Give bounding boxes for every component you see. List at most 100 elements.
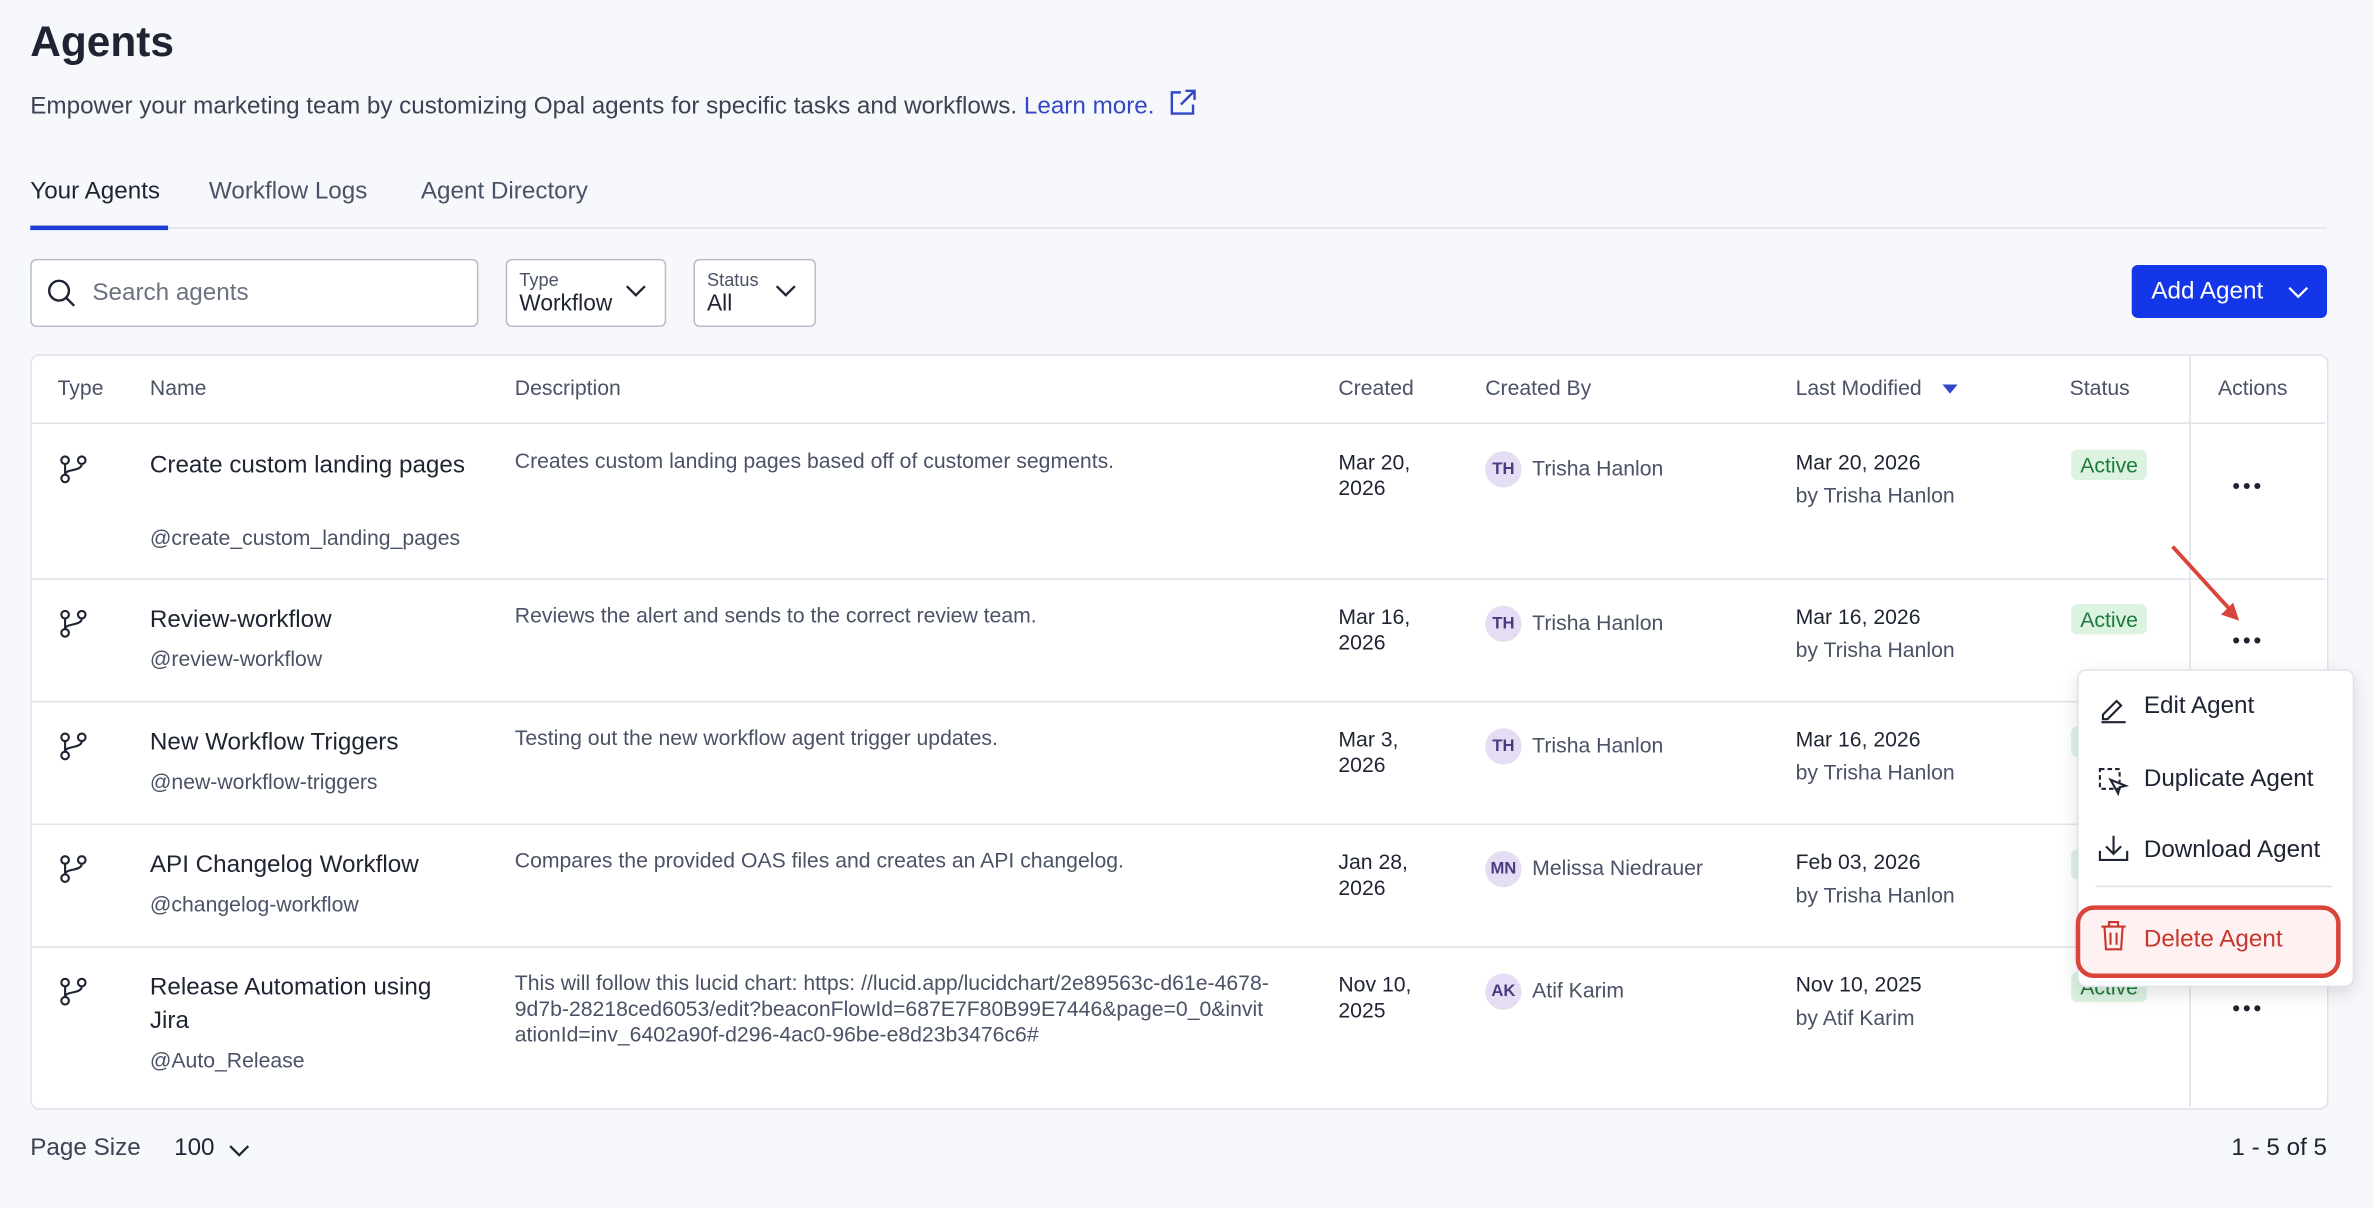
chevron (2288, 286, 2309, 299)
modified: Mar 16, 2026 (1795, 604, 1921, 629)
more-button[interactable] (2232, 625, 2262, 644)
created: Mar 16, 2026 (1338, 604, 1411, 655)
agent-handle: @new-workflow-triggers (149, 769, 378, 794)
created-by: Atif Karim (1532, 978, 1625, 1003)
agent-name[interactable]: Create custom landing pages (149, 452, 465, 479)
agent-name[interactable]: Review-workflow (149, 607, 332, 633)
agent-handle: @changelog-workflow (149, 891, 359, 916)
branch-icon (59, 731, 89, 769)
column-header: Created By (1485, 375, 1592, 400)
branch-icon (59, 454, 89, 492)
chevron (775, 285, 796, 297)
created: Mar 20, 2026 (1338, 449, 1411, 500)
column-header: Status (2069, 375, 2130, 400)
range: 1 - 5 of 5 (2231, 1135, 2328, 1162)
row-divider (31, 946, 2326, 948)
menu-icons (2098, 699, 2130, 951)
row-divider (31, 422, 2326, 424)
tab[interactable]: Agent Directory (420, 178, 588, 205)
description: Testing out the new workflow agent trigg… (514, 725, 998, 750)
agent-handle: @Auto_Release (149, 1047, 305, 1072)
more-button[interactable] (2232, 993, 2262, 1012)
description: Reviews the alert and sends to the corre… (514, 602, 1037, 627)
branch-icon (59, 609, 89, 647)
search-icon (47, 279, 76, 307)
sort-icon (1942, 384, 1958, 394)
created: Mar 3, 2026 (1338, 726, 1399, 777)
subtitle: Empower your marketing team by customizi… (30, 88, 1197, 121)
created-by: Trisha Hanlon (1532, 455, 1664, 480)
agent-handle: @create_custom_landing_pages (149, 525, 461, 550)
modified-by: by Trisha Hanlon (1795, 637, 1955, 662)
branch-icon (59, 854, 89, 892)
column-header: Created (1338, 375, 1414, 400)
row-divider (31, 823, 2326, 826)
chevron (625, 285, 646, 297)
type-filter[interactable]: Type Workflow (505, 258, 667, 328)
dots (2233, 637, 2261, 644)
branch-svg (60, 977, 87, 1006)
search-box[interactable]: Search agents (30, 258, 479, 328)
created: Nov 10, 2025 (1338, 971, 1412, 1022)
modified-by: by Trisha Hanlon (1795, 482, 1955, 508)
modified: Mar 20, 2026 (1795, 449, 1921, 474)
status-badge: Active (2071, 604, 2148, 635)
filter-value: All (707, 290, 733, 317)
row-divider (31, 700, 2326, 703)
agents-table (30, 354, 2329, 1110)
search-placeholder: Search agents (92, 280, 249, 306)
column-header: Name (149, 375, 207, 400)
modified-by: by Atif Karim (1795, 1005, 1915, 1030)
tab[interactable]: Your Agents (30, 178, 161, 205)
menu-item[interactable]: Download Agent (2143, 837, 2321, 863)
created: Jan 28, 2026 (1338, 849, 1408, 900)
filter-label: Status (707, 269, 759, 291)
description: Creates custom landing pages based off o… (514, 448, 1115, 473)
branch-svg (60, 455, 87, 484)
created-by: Melissa Niedrauer (1532, 855, 1703, 880)
chevron (229, 1145, 250, 1157)
more-button[interactable] (2232, 471, 2262, 490)
column-header: Last Modified (1795, 375, 1922, 400)
add-agent-button[interactable]: Add Agent (2131, 264, 2328, 318)
menu-divider (2095, 885, 2332, 888)
avatar: AK (1485, 973, 1522, 1010)
learn-more[interactable]: Learn more. (1023, 93, 1155, 120)
agent-name[interactable]: New Workflow Triggers (149, 729, 399, 756)
status-filter[interactable]: Status All (693, 258, 817, 328)
column-header: Actions (2218, 375, 2288, 400)
modified: Feb 03, 2026 (1795, 849, 1921, 874)
menu-item[interactable]: Delete Agent (2143, 926, 2283, 953)
menu-item[interactable]: Duplicate Agent (2143, 766, 2314, 792)
branch-svg (60, 855, 87, 883)
avatar: TH (1485, 605, 1522, 642)
agent-name[interactable]: API Changelog Workflow (149, 852, 419, 879)
modified-by: by Trisha Hanlon (1795, 882, 1955, 907)
row-divider (31, 578, 2326, 580)
status-badge: Active (2071, 449, 2148, 480)
annotation-arrow (2171, 545, 2240, 621)
avatar: TH (1485, 728, 1522, 765)
branch-svg (60, 732, 87, 761)
subtitle-text: Empower your marketing team by customizi… (30, 93, 1018, 120)
highlight-box (2075, 905, 2341, 979)
filter-value: Workflow (519, 290, 613, 317)
tab-indicator (30, 225, 169, 231)
description: This will follow this lucid chart: https… (514, 970, 1269, 1047)
filter-label: Type (519, 269, 559, 291)
modified: Mar 16, 2026 (1795, 726, 1921, 751)
button-label: Add Agent (2151, 278, 2264, 305)
branch-svg (60, 609, 87, 638)
page-size[interactable]: 100 (174, 1135, 215, 1162)
page-size-label: Page Size (30, 1135, 141, 1162)
tab[interactable]: Workflow Logs (208, 178, 368, 205)
external-icon (1170, 89, 1196, 115)
description: Compares the provided OAS files and crea… (514, 847, 1124, 873)
created-by: Trisha Hanlon (1532, 732, 1664, 757)
menu-item[interactable]: Edit Agent (2143, 693, 2255, 720)
modified: Nov 10, 2025 (1795, 971, 1922, 997)
agent-name[interactable]: Release Automation using Jira (149, 975, 432, 1035)
page-title: Agents (30, 18, 174, 66)
dots (2233, 482, 2261, 490)
